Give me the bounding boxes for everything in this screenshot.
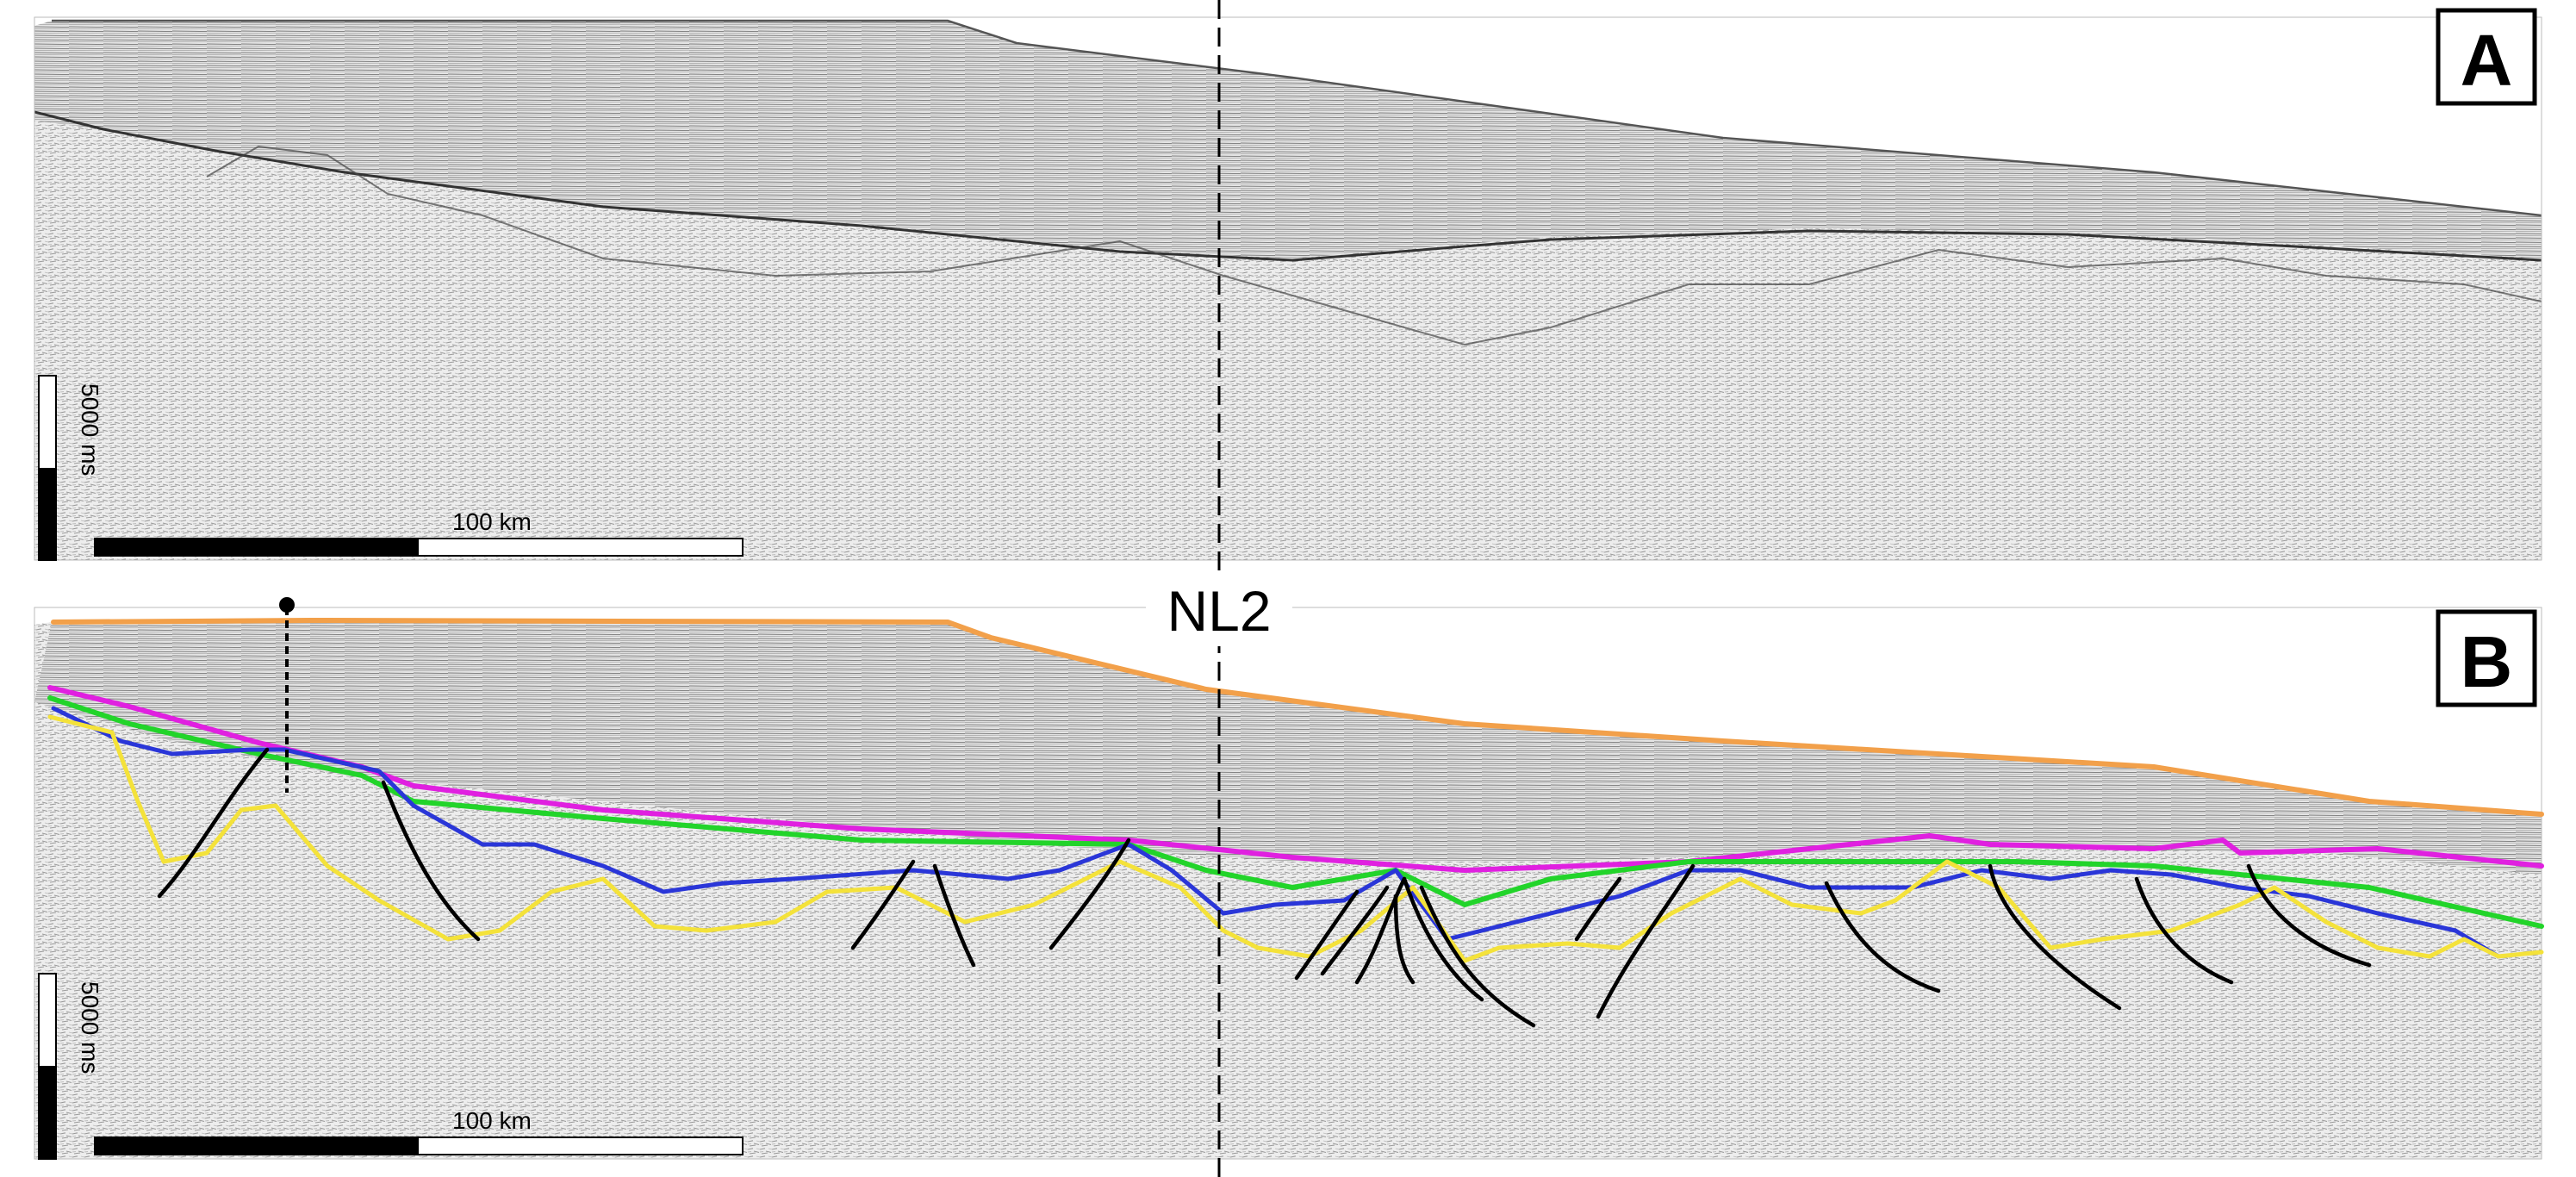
panel-b-letter: B xyxy=(2461,621,2513,702)
panel-b-scale: 5000 ms 100 km xyxy=(38,973,744,1160)
fault xyxy=(1393,894,1416,985)
fault xyxy=(1596,863,1696,1019)
horizontal-scale-label: 100 km xyxy=(452,1107,532,1134)
fault xyxy=(1988,863,2122,1011)
panel-a-strong-reflector xyxy=(34,110,2542,262)
panel-a-water-column xyxy=(34,17,2542,215)
well-marker xyxy=(279,597,295,793)
blue-horizon xyxy=(51,706,2501,959)
fault xyxy=(1048,838,1131,950)
fault xyxy=(1574,876,1622,942)
fault xyxy=(850,859,916,950)
crossline-label-bg xyxy=(1146,574,1292,646)
vertical-scale-fill xyxy=(39,468,56,560)
fault xyxy=(381,780,481,942)
panel-a-letter: A xyxy=(2461,20,2513,101)
fault xyxy=(1824,881,1941,993)
green-horizon xyxy=(47,695,2544,929)
panel-a-sediment-wedge xyxy=(34,21,2542,258)
fault xyxy=(1354,876,1407,985)
well-head-icon xyxy=(279,597,295,613)
panel-a-seafloor-reflector xyxy=(52,19,2542,217)
seafloor-horizon xyxy=(51,618,2544,817)
fault xyxy=(1419,885,1536,1028)
vertical-scale-fill xyxy=(39,1066,56,1159)
horizontal-scale-fill xyxy=(95,1137,419,1155)
vertical-scale-label: 5000 ms xyxy=(77,383,103,476)
fault xyxy=(932,863,976,968)
panel-b xyxy=(34,607,2542,1159)
horizons xyxy=(47,618,2544,963)
fault xyxy=(1402,876,1484,1002)
crossline-label: NL2 xyxy=(1167,579,1271,643)
panel-b-water-column xyxy=(34,607,2542,814)
vertical-scale-label: 5000 ms xyxy=(77,981,103,1074)
panel-a-scale: 5000 ms 100 km xyxy=(38,375,744,561)
panel-a-basement-top xyxy=(206,145,2542,346)
fault xyxy=(1294,889,1360,981)
panel-a-frame xyxy=(34,16,2542,561)
panel-b-sediment-wedge xyxy=(34,622,2542,875)
panel-a-label-box: A xyxy=(2436,8,2537,106)
faults xyxy=(157,747,2372,1028)
fault xyxy=(2134,876,2234,985)
fault xyxy=(157,747,270,899)
horizontal-scale-fill xyxy=(95,539,419,556)
panel-b-label-box: B xyxy=(2436,609,2537,707)
panel-a xyxy=(34,17,2542,560)
fault xyxy=(2246,863,2372,968)
fault xyxy=(1320,885,1390,976)
horizontal-scale-label: 100 km xyxy=(452,508,532,535)
